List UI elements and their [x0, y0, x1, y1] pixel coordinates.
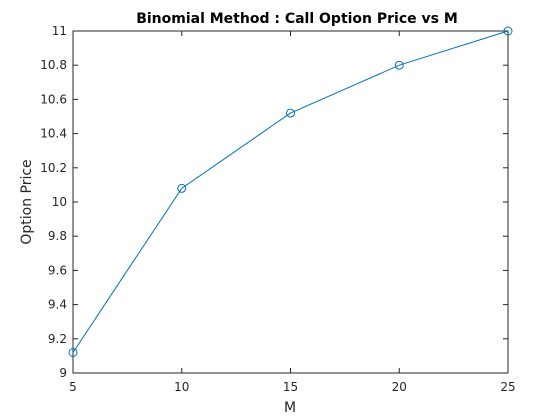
- plot-area: [72, 30, 509, 374]
- y-tick-label: 10.4: [40, 127, 67, 141]
- series-line: [72, 30, 509, 353]
- y-tick-label: 11: [52, 24, 67, 38]
- x-tick-label: 20: [392, 380, 407, 394]
- data-point-marker: [286, 108, 295, 118]
- y-tick-label: 9.2: [48, 332, 67, 346]
- y-axis-ticks: 9 9.2 9.4 9.6 9.8 10 10.2 10.4 10.6 10.8 11: [40, 24, 508, 380]
- data-point-marker: [68, 347, 78, 357]
- x-axis-ticks: 5 10 15 20 25: [69, 31, 516, 394]
- x-tick-label: 5: [69, 380, 77, 394]
- y-axis-label: Option Price: [19, 159, 35, 244]
- x-axis-label: M: [284, 400, 296, 416]
- data-point-marker: [503, 26, 513, 36]
- data-point-marker: [177, 183, 187, 193]
- y-tick-label: 9.6: [48, 263, 67, 277]
- x-tick-label: 25: [500, 380, 515, 394]
- x-tick-label: 10: [174, 380, 189, 394]
- y-tick-label: 9.4: [48, 298, 67, 312]
- y-tick-label: 10.6: [40, 92, 67, 106]
- y-tick-label: 10: [52, 195, 67, 209]
- y-tick-label: 9: [59, 366, 67, 380]
- data-point-marker: [394, 60, 404, 70]
- y-tick-label: 9.8: [48, 229, 67, 243]
- y-tick-label: 10.8: [40, 58, 67, 72]
- chart-title: Binomial Method : Call Option Price vs M: [136, 11, 458, 27]
- y-tick-label: 10.2: [40, 161, 67, 175]
- series-layer: [68, 26, 513, 357]
- x-tick-label: 15: [283, 380, 298, 394]
